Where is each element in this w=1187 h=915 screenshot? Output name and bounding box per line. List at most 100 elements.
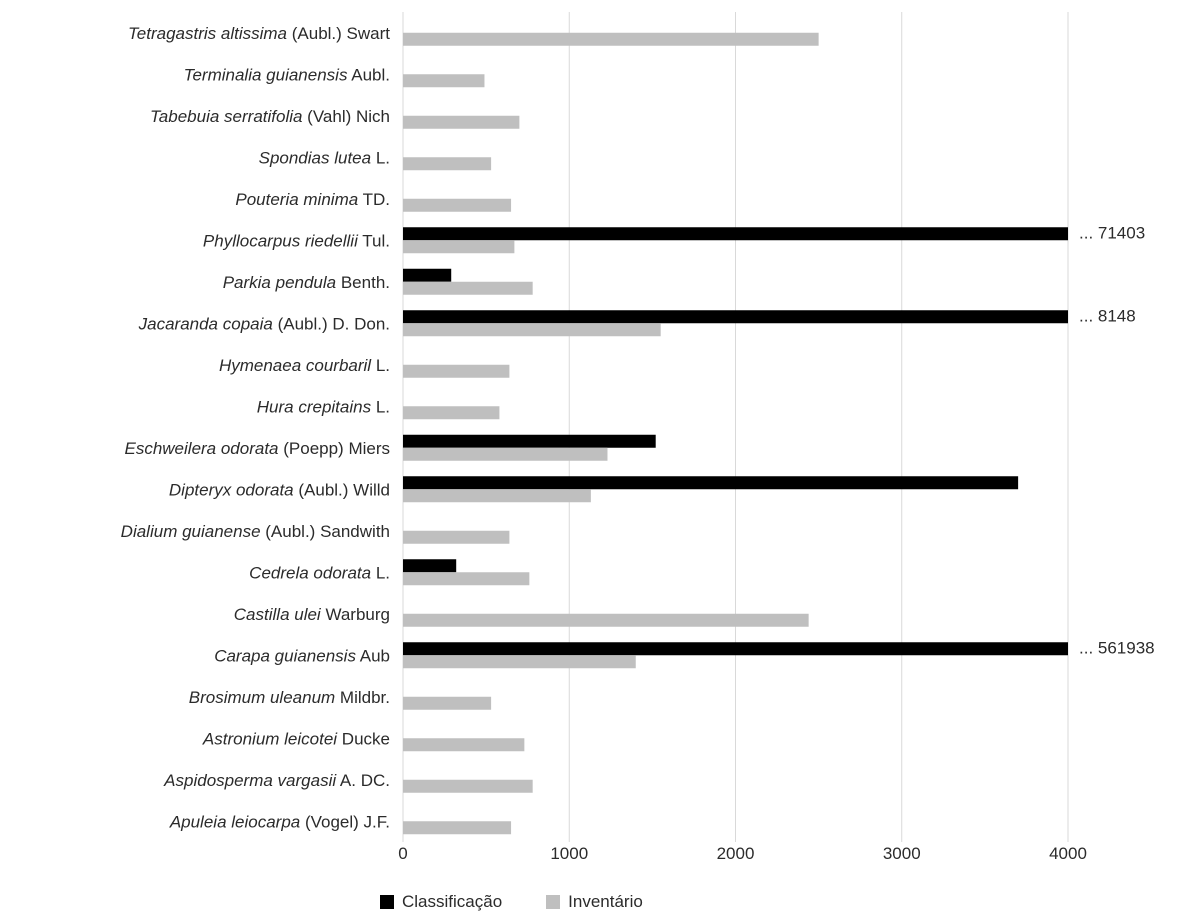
species-name: Phyllocarpus riedellii <box>203 231 359 250</box>
bar-inventario <box>403 281 533 295</box>
bar-classificacao <box>403 268 452 282</box>
category-label: Spondias lutea L. <box>259 148 390 167</box>
category-label: Parkia pendula Benth. <box>223 273 390 292</box>
species-authority: (Aubl.) Swart <box>287 24 390 43</box>
category-label: Tabebuia serratifolia (Vahl) Nich <box>150 107 390 126</box>
species-name: Pouteria minima <box>235 190 358 209</box>
species-name: Dipteryx odorata <box>169 480 294 499</box>
species-name: Tabebuia serratifolia <box>150 107 302 126</box>
x-tick-label: 3000 <box>883 844 921 863</box>
species-name: Spondias lutea <box>259 148 371 167</box>
legend-swatch-inventario <box>546 895 561 909</box>
bar-classificacao <box>403 434 656 448</box>
species-name: Cedrela odorata <box>249 563 371 582</box>
species-authority: (Vahl) Nich <box>302 107 390 126</box>
species-name: Hymenaea courbaril <box>219 356 372 375</box>
species-name: Eschweilera odorata <box>124 439 278 458</box>
legend-label-inventario: Inventário <box>568 892 643 911</box>
species-name: Jacaranda copaia <box>138 314 273 333</box>
species-name: Tetragastris altissima <box>128 24 287 43</box>
category-label: Apuleia leiocarpa (Vogel) J.F. <box>169 812 390 831</box>
bar-classificacao <box>403 227 1068 241</box>
legend: Classificação Inventário <box>380 892 643 912</box>
bar-inventario <box>403 115 520 129</box>
category-label: Tetragastris altissima (Aubl.) Swart <box>128 24 390 43</box>
x-axis-ticks: 0 1000 2000 3000 4000 <box>398 844 1087 863</box>
category-label: Pouteria minima TD. <box>235 190 390 209</box>
bars <box>403 32 1068 835</box>
x-tick-label: 0 <box>398 844 407 863</box>
bar-inventario <box>403 32 819 46</box>
legend-swatch-classificacao <box>380 895 394 909</box>
species-authority: Tul. <box>358 231 390 250</box>
category-labels: Tetragastris altissima (Aubl.) Swart Term… <box>121 24 391 832</box>
species-name: Parkia pendula <box>223 273 336 292</box>
species-name: Dialium guianense <box>121 522 261 541</box>
species-name: Terminalia guianensis <box>184 65 348 84</box>
truncated-value-label: ... 71403 <box>1079 223 1145 242</box>
bar-inventario <box>403 157 492 171</box>
truncated-value-label: ... 561938 <box>1079 638 1155 657</box>
bar-inventario <box>403 613 809 627</box>
bar-classificacao <box>403 476 1019 490</box>
species-authority: Mildbr. <box>335 688 390 707</box>
species-authority: Warburg <box>321 605 390 624</box>
bar-inventario <box>403 738 525 752</box>
species-authority: L. <box>371 397 390 416</box>
category-label: Dialium guianense (Aubl.) Sandwith <box>121 522 390 541</box>
bar-inventario <box>403 323 661 337</box>
species-authority: L. <box>371 148 390 167</box>
bar-inventario <box>403 198 512 212</box>
x-tick-label: 4000 <box>1049 844 1087 863</box>
category-label: Aspidosperma vargasii A. DC. <box>163 771 390 790</box>
species-authority: Benth. <box>336 273 390 292</box>
bar-inventario <box>403 406 500 420</box>
species-authority: L. <box>371 563 390 582</box>
bar-classificacao <box>403 559 457 573</box>
bar-inventario <box>403 74 485 88</box>
species-authority: (Vogel) J.F. <box>300 812 390 831</box>
category-label: Hura crepitains L. <box>257 397 390 416</box>
bar-inventario <box>403 364 510 378</box>
bar-inventario <box>403 240 515 254</box>
bar-inventario <box>403 530 510 544</box>
legend-item-classificacao: Classificação <box>380 892 502 912</box>
category-label: Castilla ulei Warburg <box>234 605 390 624</box>
truncated-value-label: ... 8148 <box>1079 306 1136 325</box>
bar-inventario <box>403 779 533 793</box>
category-label: Eschweilera odorata (Poepp) Miers <box>124 439 390 458</box>
x-tick-label: 2000 <box>717 844 755 863</box>
species-name: Apuleia leiocarpa <box>169 812 300 831</box>
category-label: Brosimum uleanum Mildbr. <box>189 688 390 707</box>
category-label: Carapa guianensis Aub <box>214 646 390 665</box>
species-authority: (Aubl.) D. Don. <box>273 314 390 333</box>
species-name: Aspidosperma vargasii <box>163 771 337 790</box>
bar-inventario <box>403 572 530 586</box>
species-authority: Ducke <box>337 729 390 748</box>
bar-inventario <box>403 489 591 503</box>
species-name: Astronium leicotei <box>202 729 338 748</box>
species-name: Hura crepitains <box>257 397 372 416</box>
x-tick-label: 1000 <box>550 844 588 863</box>
legend-item-inventario: Inventário <box>546 892 643 912</box>
species-authority: A. DC. <box>336 771 390 790</box>
category-label: Hymenaea courbaril L. <box>219 356 390 375</box>
bar-inventario <box>403 447 608 461</box>
gridlines <box>402 12 1069 842</box>
species-authority: TD. <box>358 190 390 209</box>
species-authority: Aub <box>356 646 390 665</box>
category-label: Terminalia guianensis Aubl. <box>184 65 390 84</box>
species-name: Castilla ulei <box>234 605 322 624</box>
species-authority: (Aubl.) Willd <box>294 480 390 499</box>
bar-inventario <box>403 821 512 835</box>
species-authority: (Poepp) Miers <box>279 439 390 458</box>
species-authority: L. <box>371 356 390 375</box>
species-name: Carapa guianensis <box>214 646 356 665</box>
legend-label-classificacao: Classificação <box>402 892 503 911</box>
species-authority: (Aubl.) Sandwith <box>261 522 390 541</box>
species-authority: Aubl. <box>347 65 390 84</box>
bar-inventario <box>403 655 636 669</box>
bar-classificacao <box>403 642 1068 656</box>
category-label: Cedrela odorata L. <box>249 563 390 582</box>
